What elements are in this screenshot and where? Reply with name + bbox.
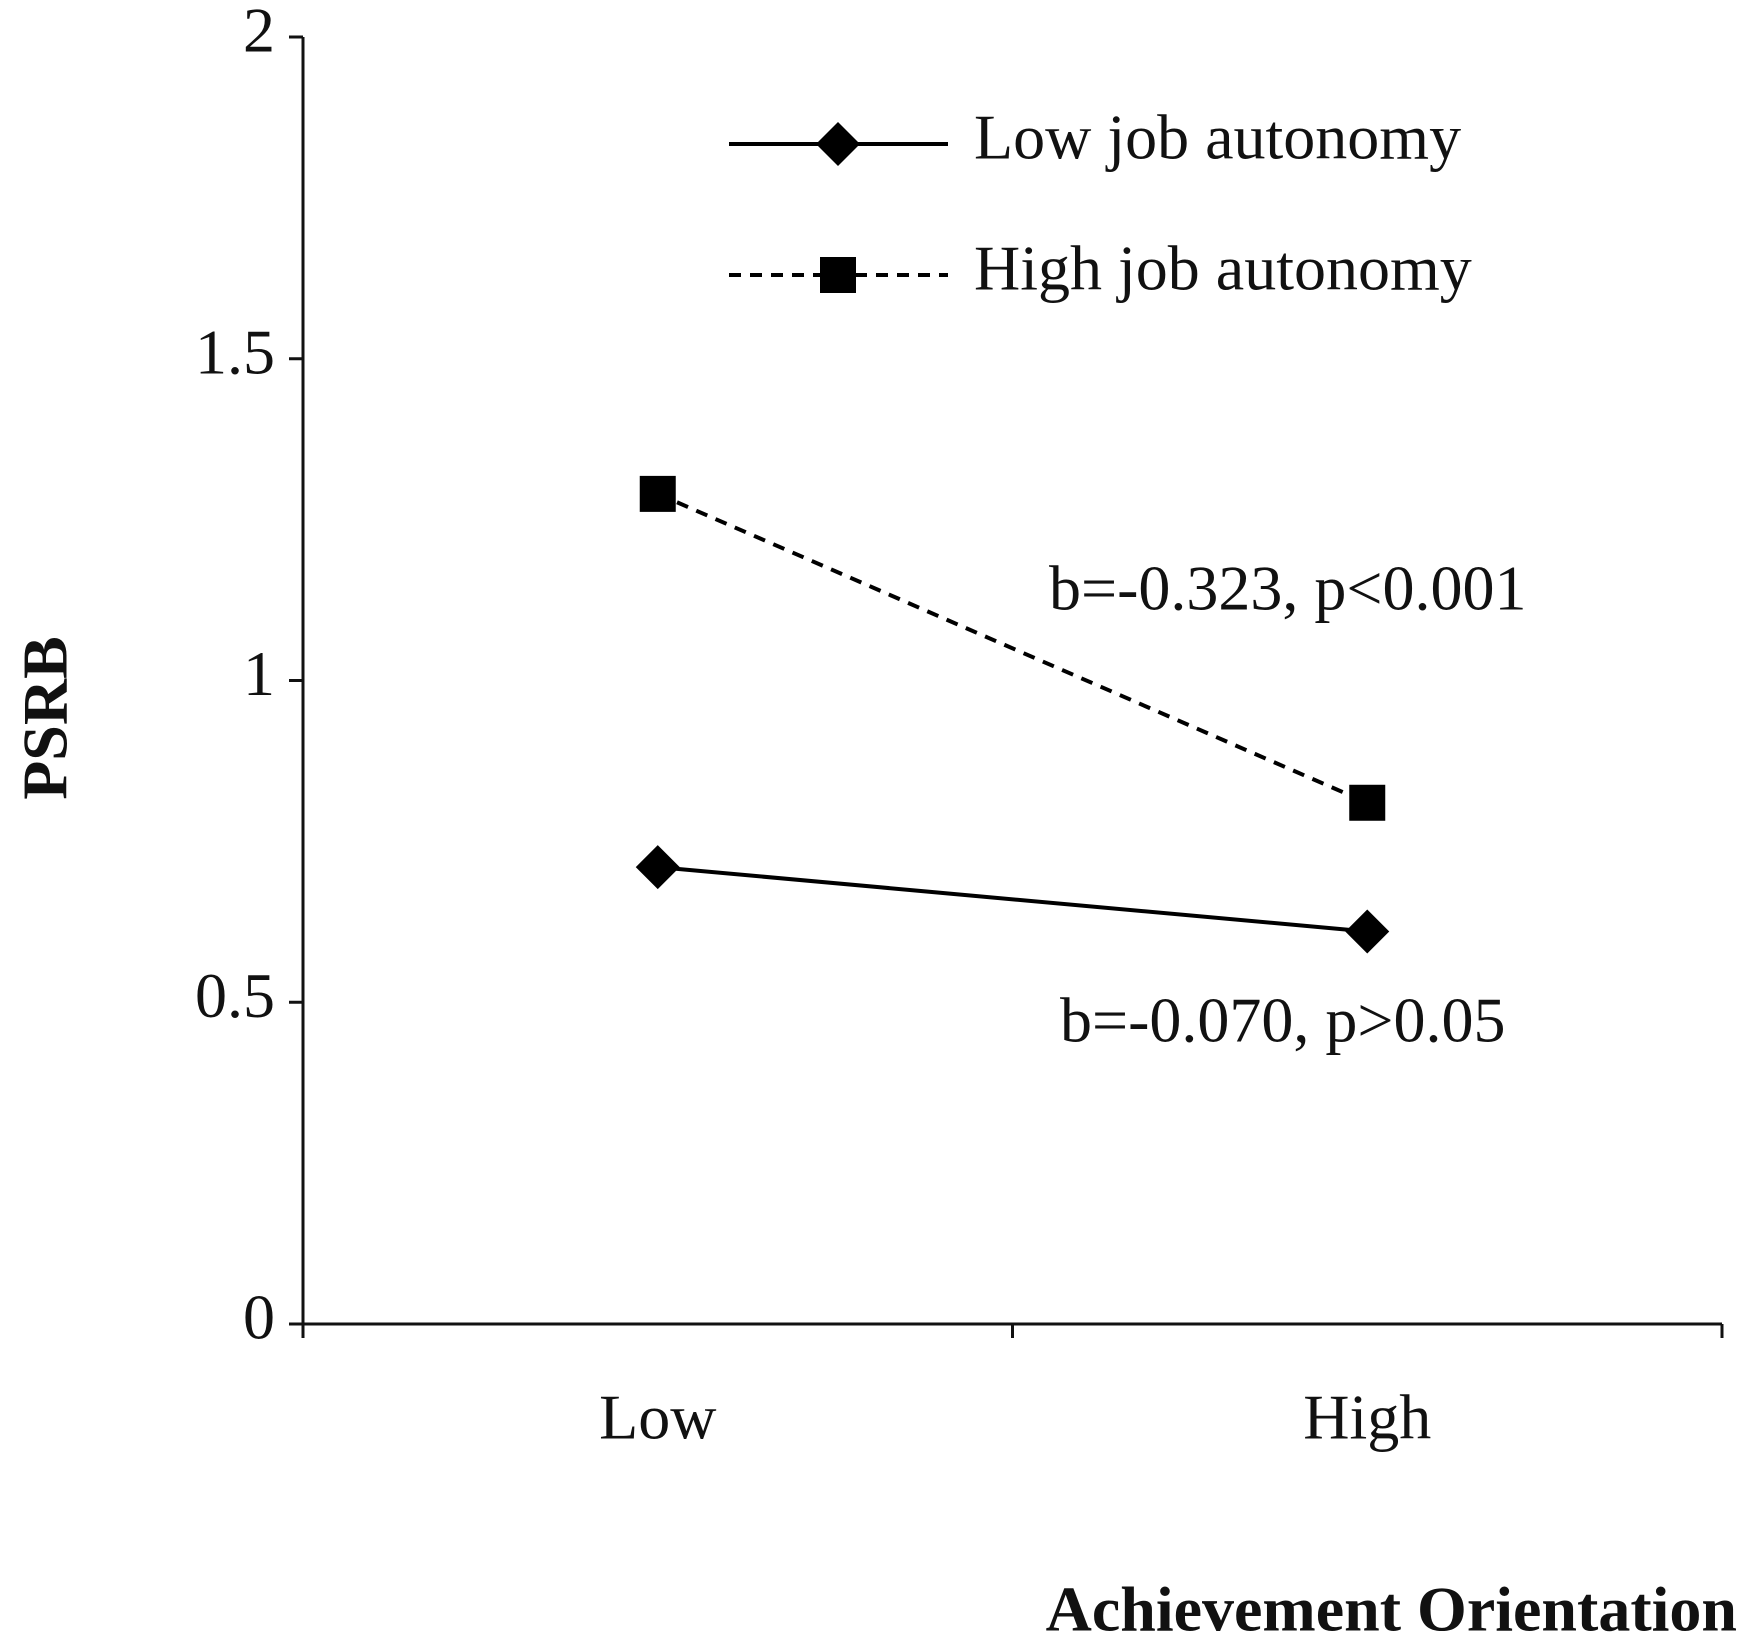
marker — [635, 845, 680, 890]
series-line — [656, 492, 1369, 805]
series-line — [657, 865, 1368, 934]
annotation: b=-0.323, p<0.001 — [1049, 553, 1527, 624]
y-tick-label: 0 — [243, 1282, 275, 1353]
marker — [639, 475, 676, 512]
legend-label: High job autonomy — [974, 233, 1472, 304]
marker — [820, 257, 856, 293]
y-tick-label: 0.5 — [195, 960, 275, 1031]
marker — [1349, 784, 1386, 821]
y-axis-title: PSRB — [10, 636, 81, 800]
annotation: b=-0.070, p>0.05 — [1060, 985, 1506, 1056]
marker — [816, 122, 860, 166]
x-tick-label: Low — [599, 1382, 716, 1453]
y-tick-label: 2 — [243, 0, 275, 66]
x-axis-title: Achievement Orientation — [1046, 1574, 1737, 1645]
x-tick-label: High — [1303, 1382, 1431, 1453]
marker — [1345, 909, 1390, 954]
y-tick-label: 1.5 — [195, 316, 275, 387]
legend-label: Low job autonomy — [974, 102, 1461, 173]
y-tick-label: 1 — [243, 638, 275, 709]
